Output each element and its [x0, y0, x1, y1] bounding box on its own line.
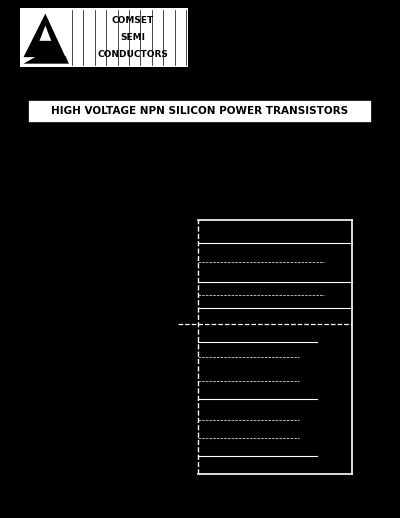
Polygon shape — [40, 25, 51, 41]
Text: CONDUCTORS: CONDUCTORS — [98, 50, 168, 59]
Text: SEMI: SEMI — [120, 33, 146, 42]
Polygon shape — [24, 13, 66, 57]
Text: COMSET: COMSET — [112, 17, 154, 25]
Bar — [20, 8, 188, 67]
Polygon shape — [24, 56, 69, 64]
Bar — [28, 100, 372, 123]
Text: HIGH VOLTAGE NPN SILICON POWER TRANSISTORS: HIGH VOLTAGE NPN SILICON POWER TRANSISTO… — [52, 106, 348, 117]
